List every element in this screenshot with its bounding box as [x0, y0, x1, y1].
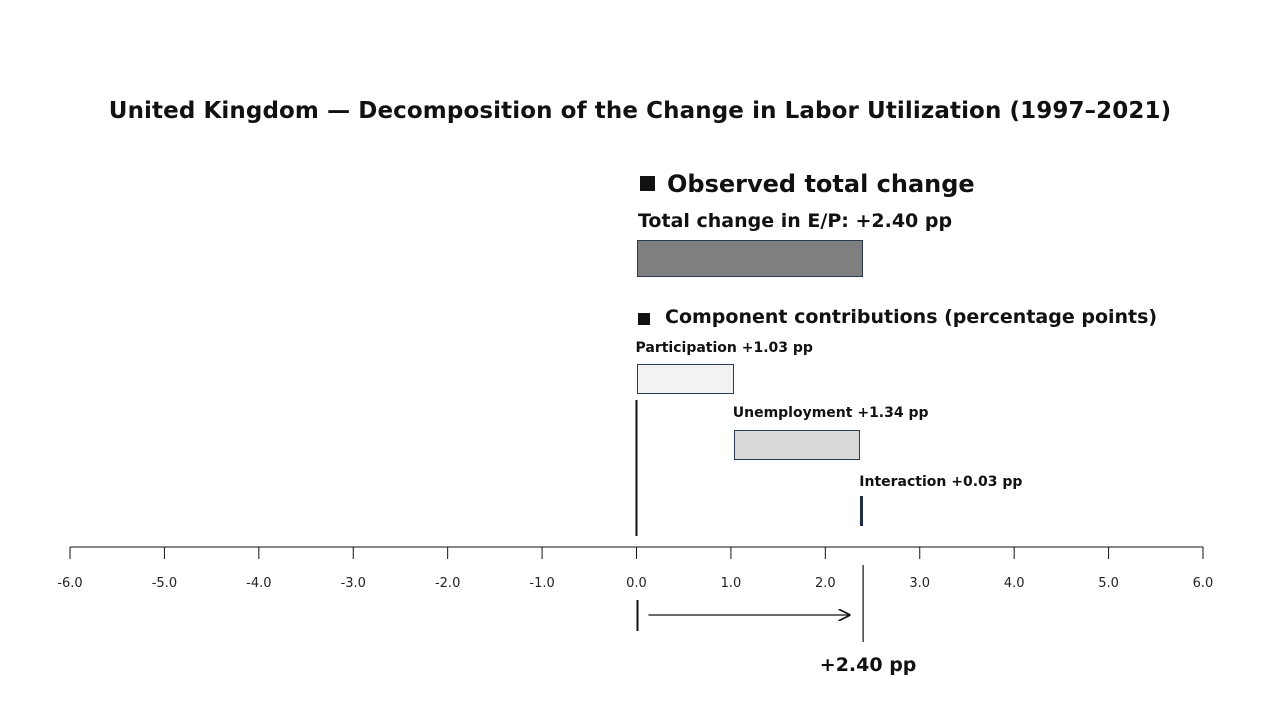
total-section-heading: Observed total change — [667, 170, 975, 198]
x-tick-label: -6.0 — [57, 576, 83, 591]
chart-title: United Kingdom — Decomposition of the Ch… — [108, 98, 1172, 124]
x-tick-label: 0.0 — [626, 576, 647, 591]
x-tick-label: -4.0 — [246, 576, 272, 591]
component-label-unemployment: Unemployment +1.34 pp — [732, 405, 929, 421]
total-change-annotation: +2.40 pp — [819, 654, 917, 676]
component-label-participation: Participation +1.03 pp — [635, 340, 813, 356]
section-marker-icon — [640, 176, 655, 191]
total-bar-label: Total change in E/P: +2.40 pp — [638, 210, 953, 232]
x-tick-label: -1.0 — [529, 576, 555, 591]
component-bar-unemployment — [733, 430, 861, 460]
x-tick-label: 1.0 — [720, 576, 742, 591]
x-tick-label: -5.0 — [151, 576, 178, 591]
x-tick-label: 5.0 — [1098, 576, 1119, 591]
component-label-interaction: Interaction +0.03 pp — [859, 474, 1023, 490]
x-tick-label: 3.0 — [909, 576, 931, 591]
x-tick-label: -3.0 — [340, 576, 366, 591]
x-tick-label: 4.0 — [1003, 576, 1025, 591]
component-bar-interaction — [860, 496, 864, 526]
components-section-heading: Component contributions (percentage poin… — [665, 306, 1158, 328]
x-tick-label: -2.0 — [434, 576, 461, 591]
x-tick-label: 2.0 — [814, 576, 836, 591]
component-bar-participation — [636, 364, 734, 394]
x-tick-label: 6.0 — [1192, 576, 1214, 591]
section-marker-icon — [638, 313, 650, 325]
total-bar — [636, 240, 864, 277]
